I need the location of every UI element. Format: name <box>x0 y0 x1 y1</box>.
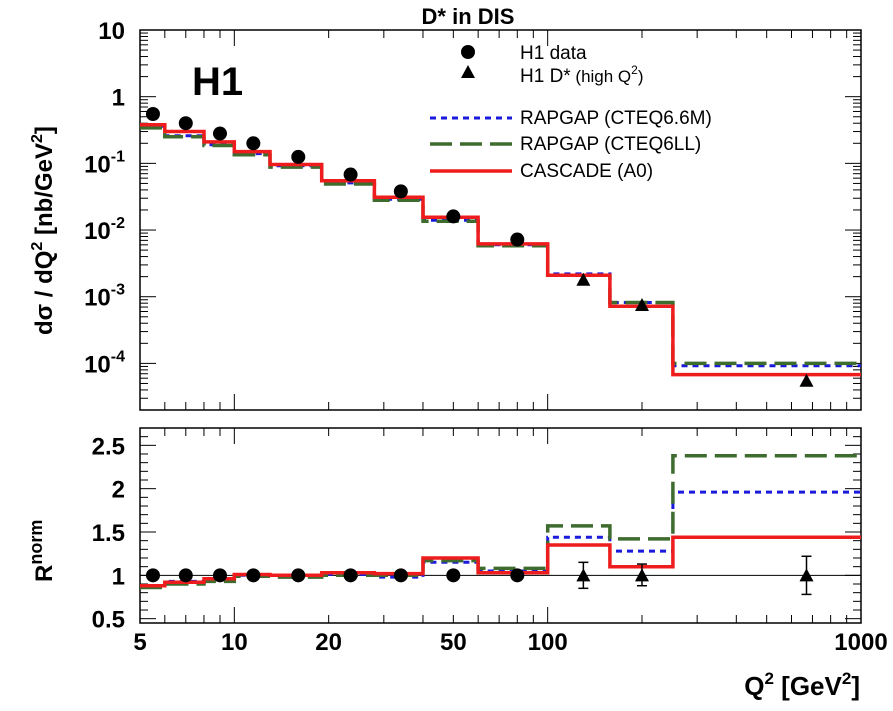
experiment-label: H1 <box>192 60 243 104</box>
bottom-y-axis-label-main: R <box>31 565 58 582</box>
top-y-tick-label: 10-3 <box>84 282 125 312</box>
top-h1-dstar-triangle-point <box>634 298 649 312</box>
bottom-ticks <box>139 427 862 623</box>
legend: H1 data H1 D* (high Q2) RAPGAP (CTEQ6.6M… <box>430 43 712 182</box>
x-axis-label-unit: [GeV <box>774 671 843 701</box>
x-tick-label: 50 <box>440 629 467 656</box>
legend-marker-h1-data <box>461 45 475 59</box>
top-y-tick-label-exponent: -3 <box>111 282 125 299</box>
top-h1-data-point <box>343 167 358 182</box>
top-histo-rapgap-cteq6-6m <box>140 124 861 368</box>
bottom-y-axis-label-sup: norm <box>26 520 46 565</box>
x-axis-label-close: ] <box>851 671 860 701</box>
top-h1-data-point <box>291 149 306 164</box>
top-y-tick-label-base: 1 <box>112 85 125 112</box>
bottom-y-tick-label: 0.5 <box>92 607 125 634</box>
top-y-tick-label-exponent: -1 <box>111 148 125 165</box>
top-y-tick-label: 1 <box>112 85 125 112</box>
top-histograms <box>140 122 861 377</box>
bottom-y-tick-label: 1 <box>112 563 125 590</box>
bottom-h1-data-point <box>393 568 408 583</box>
legend-label-rapgap-cteq6ll: RAPGAP (CTEQ6LL) <box>520 134 701 155</box>
legend-label-cascade: CASCADE (A0) <box>520 161 653 182</box>
bottom-y-axis-label: Rnorm <box>26 520 58 582</box>
top-y-tick-label-base: 10 <box>84 351 111 378</box>
top-h1-dstar-triangle-point <box>576 272 591 286</box>
bottom-h1-data-point <box>291 568 306 583</box>
top-h1-data-point <box>178 116 193 131</box>
bottom-y-tick-label: 2 <box>112 477 125 504</box>
top-y-tick-label: 10-2 <box>84 215 125 245</box>
top-y-tick-label: 10-4 <box>84 348 125 378</box>
legend-label-h1-dstar-close: ) <box>638 67 644 86</box>
bottom-h1-data-point <box>246 568 261 583</box>
x-tick-label: 1000 <box>834 629 887 656</box>
bottom-y-tick-label: 2.5 <box>92 433 125 460</box>
top-h1-data-point <box>510 232 525 247</box>
bottom-h1-dstar-triangle-point <box>634 568 649 582</box>
bottom-panel: 0.511.522.5 5 10 20 50 100 1000 Rnorm Q2 [GeV… <box>26 427 888 701</box>
bottom-h1-data-point <box>446 568 461 583</box>
top-y-tick-label: 10 <box>98 18 125 45</box>
top-plot-frame <box>139 29 862 411</box>
bottom-y-tick-labels: 0.5 1 1.5 2 2.5 <box>92 433 125 633</box>
top-y-tick-label-base: 10 <box>84 218 111 245</box>
top-y-tick-label-exponent: -2 <box>111 215 125 232</box>
x-axis-label-unit-sup: 2 <box>842 669 851 688</box>
top-y-tick-label-base: 10 <box>84 151 111 178</box>
top-y-axis-label-unit-sup: 2 <box>29 134 46 143</box>
x-tick-label: 100 <box>528 629 568 656</box>
bottom-histo-rapgap-cteq6ll <box>140 453 861 590</box>
bottom-plot-frame <box>139 427 862 624</box>
top-y-tick-label: 10-1 <box>84 148 125 178</box>
bottom-h1-data-point <box>145 568 160 583</box>
legend-label-h1-dstar-sup: 2 <box>631 63 638 77</box>
legend-label-h1-dstar-suffix: (high Q <box>571 67 631 86</box>
x-axis-label-main: Q <box>744 671 764 701</box>
bottom-h1-data-point <box>178 568 193 583</box>
top-histo-cascade-a0 <box>140 122 861 377</box>
bottom-y-tick-label: 1.5 <box>92 520 125 547</box>
bottom-h1-data-point <box>510 568 525 583</box>
top-h1-data-point <box>393 184 408 199</box>
top-y-tick-label-base: 10 <box>84 285 111 312</box>
top-h1-data-point <box>446 209 461 224</box>
legend-label-h1-data: H1 data <box>520 43 587 64</box>
bottom-markers <box>145 555 814 596</box>
top-ticks <box>139 29 862 411</box>
legend-marker-h1-dstar <box>461 65 475 78</box>
top-h1-dstar-triangle-point <box>799 373 814 387</box>
x-tick-label: 5 <box>133 629 146 656</box>
legend-label-h1-dstar: H1 D* (high Q2) <box>520 63 644 87</box>
top-h1-data-point <box>212 126 227 141</box>
bottom-h1-dstar-triangle-point <box>576 568 591 582</box>
top-markers <box>145 106 814 387</box>
bottom-histograms <box>140 453 861 590</box>
top-h1-data-point <box>246 136 261 151</box>
top-y-axis-label: dσ / dQ2 [nb/GeV2] <box>29 126 58 335</box>
bottom-h1-dstar-triangle-point <box>799 568 814 582</box>
top-h1-data-point <box>145 106 160 121</box>
top-y-axis-label-close: ] <box>31 126 58 134</box>
top-y-tick-label-base: 10 <box>98 18 125 45</box>
x-tick-labels: 5 10 20 50 100 1000 <box>133 629 887 656</box>
legend-label-rapgap-cteq66m: RAPGAP (CTEQ6.6M) <box>520 108 712 129</box>
chart-title: D* in DIS <box>422 4 515 29</box>
bottom-histo-cascade-a0 <box>140 535 861 588</box>
x-axis-label: Q2 [GeV2] <box>744 669 860 701</box>
bottom-h1-data-point <box>212 568 227 583</box>
legend-label-h1-dstar-name: H1 D* <box>520 66 571 87</box>
x-tick-label: 10 <box>221 629 248 656</box>
bottom-h1-data-point <box>343 568 358 583</box>
x-tick-label: 20 <box>315 629 342 656</box>
x-axis-label-sup: 2 <box>764 669 773 688</box>
top-y-axis-label-main: dσ / dQ <box>31 251 58 335</box>
top-y-tick-label-exponent: -4 <box>111 348 125 365</box>
top-y-axis-label-sup: 2 <box>29 242 46 251</box>
top-y-axis-label-unit: [nb/GeV <box>31 143 58 242</box>
